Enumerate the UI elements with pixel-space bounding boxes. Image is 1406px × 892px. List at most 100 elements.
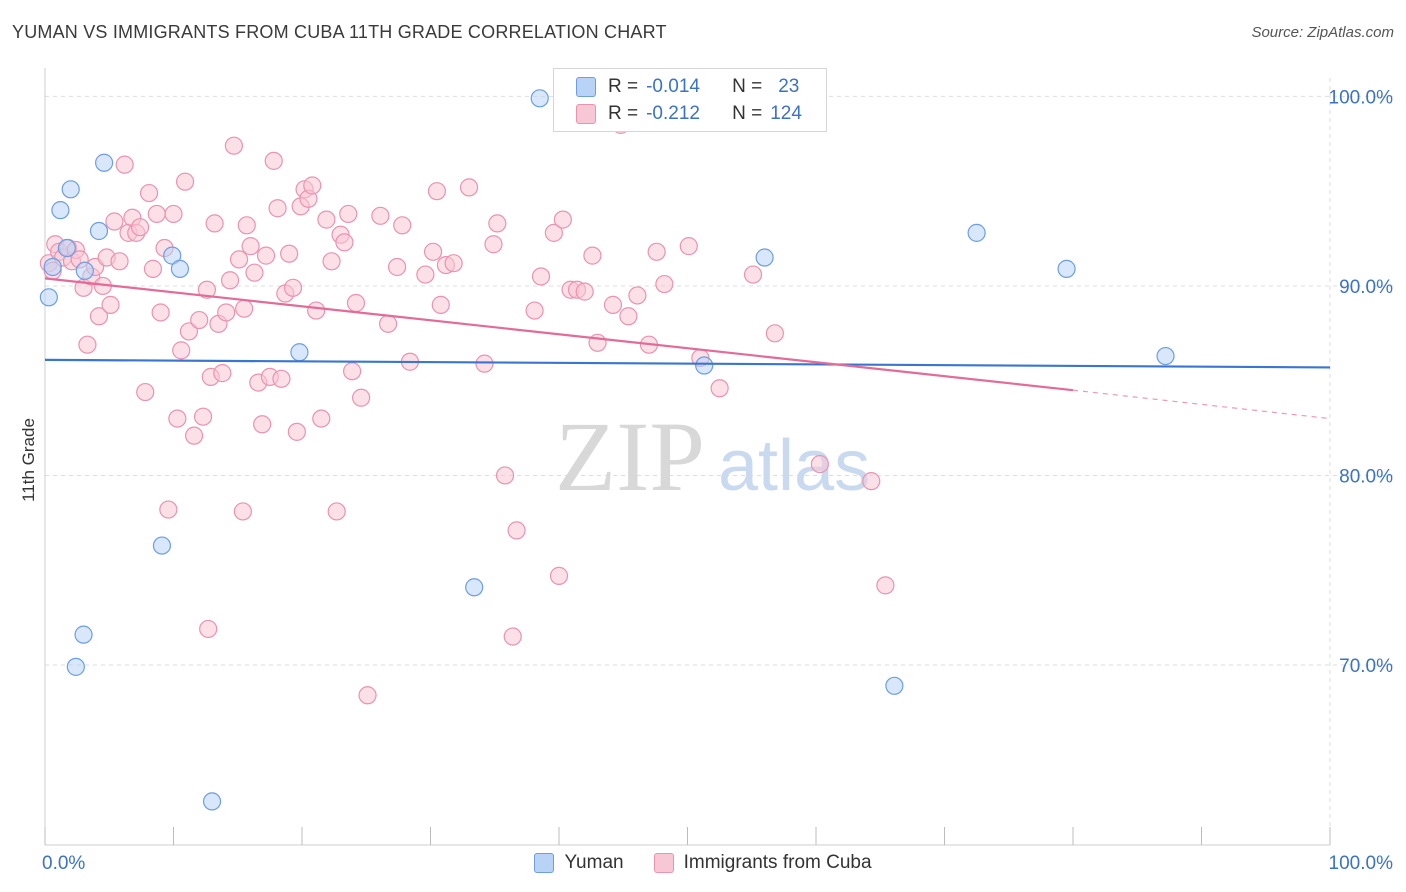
- watermark: ZIP atlas: [555, 401, 870, 512]
- trend-line-cuba: [1072, 389, 1331, 420]
- point-cuba: [78, 335, 97, 354]
- point-cuba: [371, 206, 390, 225]
- legend-n-label: N =: [732, 103, 763, 124]
- point-cuba: [147, 204, 166, 224]
- source-credit: Source: ZipAtlas.com: [1251, 24, 1394, 41]
- point-cuba: [423, 242, 443, 261]
- series-label-cuba: Immigrants from Cuba: [683, 852, 872, 873]
- point-yuman: [885, 676, 904, 695]
- point-yuman: [74, 625, 93, 644]
- series-swatch-yuman: [534, 853, 555, 873]
- point-cuba: [387, 257, 407, 277]
- point-cuba: [343, 362, 362, 381]
- point-cuba: [322, 252, 341, 271]
- point-yuman: [152, 536, 172, 555]
- point-yuman: [1057, 259, 1076, 278]
- legend-r-label: R =: [608, 76, 639, 97]
- point-cuba: [710, 379, 729, 398]
- legend-n-value: 124: [770, 103, 802, 124]
- trend-lines: [44, 277, 1331, 420]
- point-cuba: [283, 278, 303, 297]
- point-yuman: [967, 223, 986, 242]
- series-legend: Yuman Immigrants from Cuba: [0, 852, 1406, 874]
- point-yuman: [202, 792, 222, 811]
- point-cuba: [352, 388, 371, 407]
- point-cuba: [139, 183, 159, 203]
- point-yuman: [57, 238, 76, 258]
- point-cuba: [143, 259, 163, 278]
- point-cuba: [101, 295, 120, 314]
- point-cuba: [193, 407, 213, 426]
- legend-n-value: 23: [778, 76, 800, 97]
- point-cuba: [679, 237, 698, 256]
- legend-r-label: R =: [608, 103, 639, 124]
- point-cuba: [862, 472, 881, 491]
- point-cuba: [531, 267, 551, 286]
- point-cuba: [335, 233, 354, 252]
- point-yuman: [530, 89, 549, 108]
- point-cuba: [583, 246, 602, 265]
- point-cuba: [317, 210, 336, 229]
- point-yuman: [89, 221, 109, 241]
- point-cuba: [619, 307, 638, 326]
- point-cuba: [378, 314, 398, 333]
- point-yuman: [695, 356, 714, 375]
- point-yuman: [61, 180, 80, 199]
- point-cuba: [217, 303, 236, 322]
- point-cuba: [810, 454, 829, 474]
- point-cuba: [179, 322, 199, 341]
- point-cuba: [115, 155, 134, 174]
- point-cuba: [416, 265, 435, 284]
- point-cuba: [172, 341, 191, 360]
- point-cuba: [647, 242, 666, 261]
- y-tick-label: 80.0%: [1339, 466, 1393, 487]
- point-yuman: [755, 248, 774, 267]
- point-yuman: [1156, 346, 1175, 366]
- series-legend-cuba[interactable]: Immigrants from Cuba: [653, 852, 872, 874]
- chart-title: YUMAN VS IMMIGRANTS FROM CUBA 11TH GRADE…: [12, 22, 667, 42]
- point-cuba: [237, 216, 256, 235]
- point-cuba: [190, 310, 209, 330]
- point-cuba: [199, 619, 218, 639]
- point-cuba: [253, 415, 272, 434]
- legend-row-yuman: R = -0.014 N = 23: [576, 74, 799, 100]
- point-yuman: [465, 578, 484, 597]
- point-cuba: [130, 218, 150, 237]
- point-cuba: [549, 566, 569, 585]
- y-tick-label: 70.0%: [1339, 656, 1393, 677]
- point-cuba: [184, 426, 204, 445]
- point-cuba: [233, 502, 252, 521]
- point-cuba: [89, 307, 109, 326]
- point-cuba: [765, 324, 784, 343]
- x-tick-label: 0.0%: [42, 853, 85, 874]
- axes: [44, 68, 1331, 846]
- point-cuba: [256, 246, 276, 265]
- series-legend-yuman[interactable]: Yuman: [534, 852, 624, 874]
- x-tick-label: 100.0%: [1329, 853, 1394, 874]
- point-cuba: [603, 295, 623, 314]
- point-cuba: [327, 502, 346, 521]
- point-cuba: [159, 500, 178, 519]
- point-cuba: [197, 280, 217, 299]
- watermark-atlas: atlas: [718, 426, 870, 506]
- point-cuba: [444, 254, 463, 273]
- point-cuba: [264, 151, 283, 170]
- point-cuba: [525, 301, 544, 320]
- point-cuba: [220, 271, 240, 290]
- point-cuba: [280, 244, 299, 263]
- y-tick-label: 90.0%: [1339, 277, 1393, 298]
- point-cuba: [488, 214, 507, 233]
- point-yuman: [43, 257, 62, 277]
- point-cuba: [346, 293, 366, 313]
- point-cuba: [164, 204, 183, 224]
- point-cuba: [575, 282, 594, 301]
- point-yuman: [290, 343, 309, 362]
- y-tick-label: 100.0%: [1329, 87, 1394, 108]
- y-tick-labels: 100.0% 90.0% 80.0% 70.0%: [1329, 87, 1394, 677]
- point-cuba: [431, 295, 450, 314]
- point-cuba: [475, 354, 494, 373]
- point-cuba: [105, 212, 124, 231]
- point-cuba: [544, 223, 563, 242]
- point-cuba: [743, 265, 763, 284]
